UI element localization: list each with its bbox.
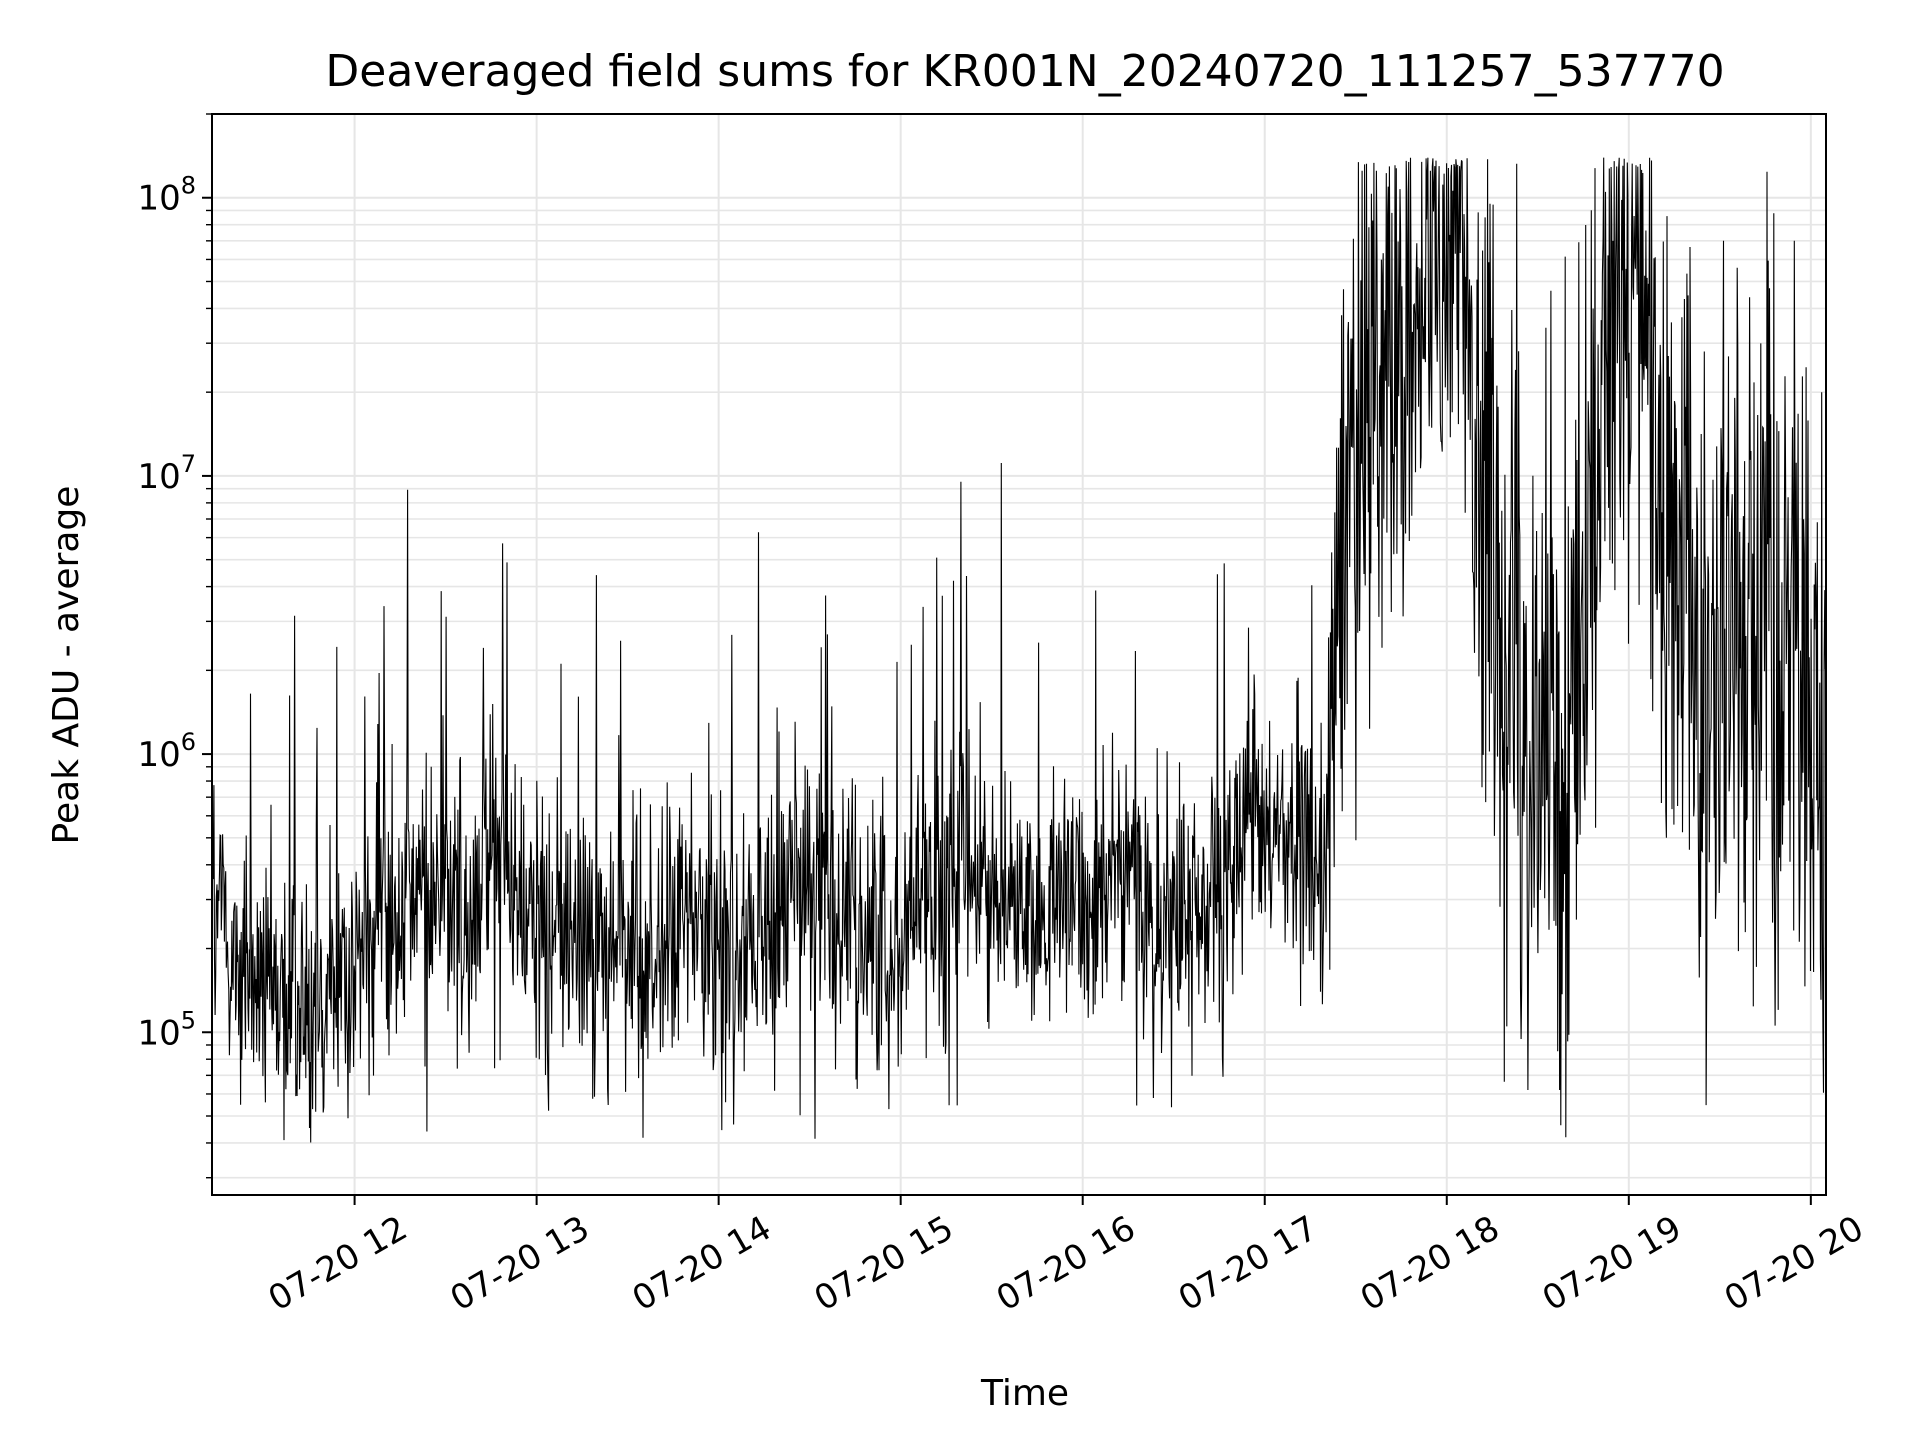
y-tick-label: 105: [137, 1006, 196, 1053]
chart-title: Deaveraged field sums for KR001N_2024072…: [325, 46, 1724, 97]
grid: [212, 113, 1826, 1195]
series-line: [211, 157, 1827, 1143]
x-tick-label: 07-20 12: [262, 1208, 414, 1319]
plot-frame: [211, 113, 1827, 1196]
y-tick-label: 106: [137, 728, 196, 775]
x-tick-label: 07-20 16: [990, 1208, 1142, 1319]
x-tick-label: 07-20 18: [1354, 1208, 1506, 1319]
x-tick-label: 07-20 14: [626, 1208, 778, 1319]
x-tick-label: 07-20 20: [1718, 1208, 1870, 1319]
x-axis: 07-20 12 07-20 13 07-20 14 07-20 15 07-20 16…: [262, 1195, 1870, 1319]
y-axis: 105 106 107 108: [137, 113, 212, 1179]
x-tick-label: 07-20 13: [444, 1208, 596, 1319]
x-axis-label: Time: [980, 1373, 1069, 1414]
x-tick-label: 07-20 19: [1536, 1208, 1688, 1319]
y-axis-label: Peak ADU - average: [46, 486, 87, 845]
x-tick-label: 07-20 15: [808, 1208, 960, 1319]
y-tick-label: 108: [137, 172, 196, 219]
x-tick-label: 07-20 17: [1172, 1208, 1324, 1319]
y-tick-label: 107: [137, 450, 196, 497]
plot-area: [211, 157, 1827, 1143]
